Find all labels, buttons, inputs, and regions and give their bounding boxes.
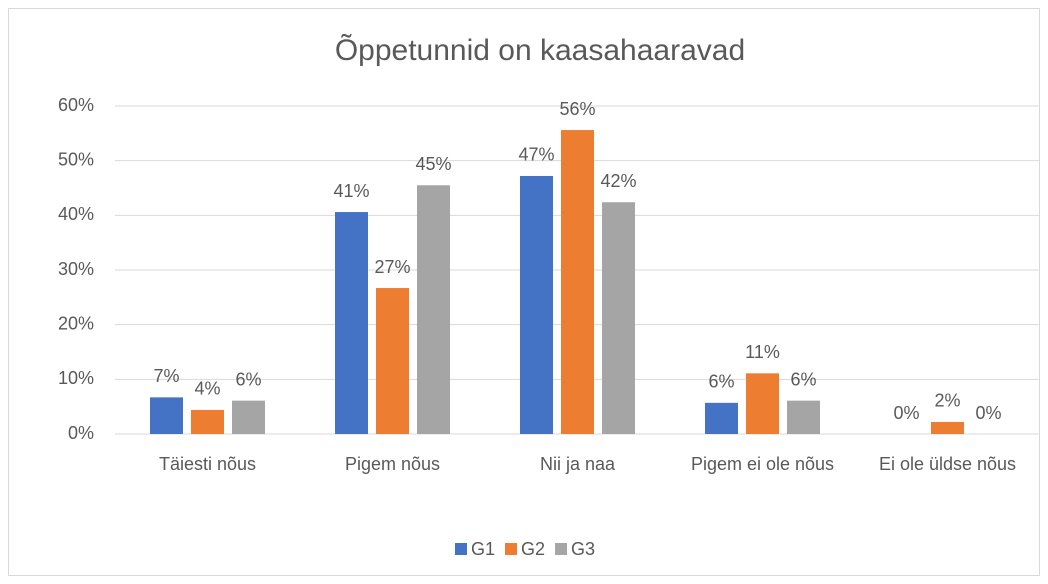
y-tick-label: 30% [58, 259, 94, 279]
bar [520, 175, 553, 434]
data-label: 6% [235, 369, 261, 389]
x-tick-label: Ei ole üldse nõus [879, 454, 1016, 474]
data-label: 0% [975, 403, 1001, 423]
bar [931, 421, 964, 434]
bar [191, 409, 224, 434]
bar [787, 400, 820, 434]
bar [561, 130, 594, 434]
bar [602, 202, 635, 434]
chart-title: Õppetunnid on kaasahaaravad [335, 33, 745, 67]
bar [705, 402, 738, 434]
bar [746, 373, 779, 434]
y-tick-label: 0% [68, 423, 94, 443]
legend-label: G2 [521, 539, 545, 559]
bar [150, 397, 183, 434]
data-label: 42% [600, 171, 636, 191]
data-label: 56% [559, 99, 595, 119]
y-tick-label: 10% [58, 368, 94, 388]
legend-swatch [555, 543, 568, 555]
data-label: 41% [333, 181, 369, 201]
legend-swatch [505, 543, 518, 555]
y-tick-label: 20% [58, 313, 94, 333]
data-label: 6% [708, 372, 734, 392]
data-label: 6% [790, 369, 816, 389]
legend-swatch [455, 543, 467, 555]
bar [417, 185, 450, 434]
data-label: 2% [934, 391, 960, 411]
x-tick-label: Täiesti nõus [159, 454, 256, 474]
y-tick-label: 60% [58, 95, 94, 115]
data-label: 4% [194, 379, 220, 399]
legend-label: G1 [471, 539, 495, 559]
bar [335, 212, 368, 434]
data-label: 0% [893, 403, 919, 423]
bar [232, 400, 265, 434]
bar [376, 288, 409, 434]
data-label: 11% [745, 342, 780, 362]
legend-label: G3 [571, 539, 595, 559]
y-tick-label: 40% [58, 204, 94, 224]
x-tick-label: Pigem ei ole nõus [691, 454, 834, 474]
data-label: 45% [415, 154, 451, 174]
y-tick-label: 50% [58, 149, 94, 169]
x-tick-label: Pigem nõus [345, 454, 440, 474]
data-label: 47% [518, 145, 554, 165]
x-tick-label: Nii ja naa [540, 454, 616, 474]
data-label: 27% [374, 257, 410, 277]
data-label: 7% [153, 366, 179, 386]
